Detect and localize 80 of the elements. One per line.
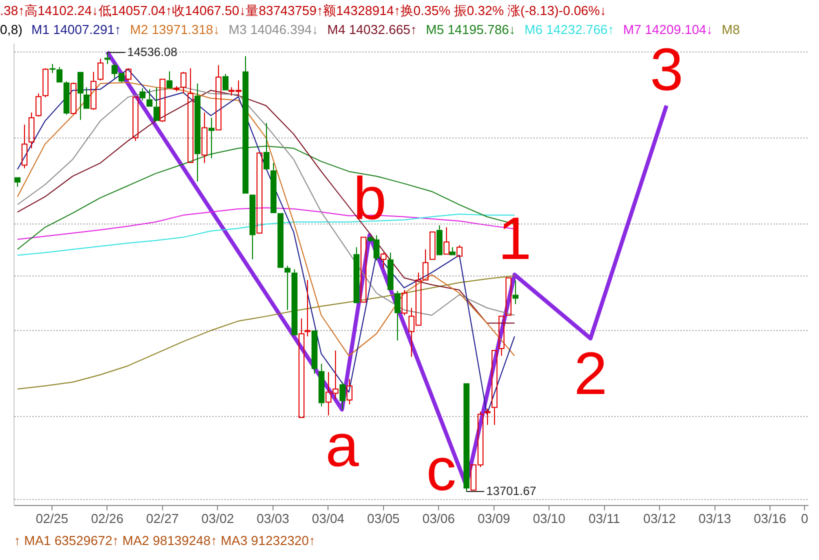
candlestick [270,162,276,214]
candlestick [50,64,56,74]
candlestick [242,56,248,194]
x-tick-label: 03/05 [367,510,400,526]
candlestick [154,86,160,121]
text: M6 14232.766↑ [524,22,614,37]
candlestick [194,83,200,182]
candlestick [512,280,518,305]
candlestick [436,224,442,256]
x-tick-label: 03/10 [532,510,566,526]
candlestick [312,330,318,374]
text: M2 13971.318↓ [130,22,220,37]
annotation: 1 [498,204,532,272]
text: M5 14195.786↓ [426,22,516,37]
annotation: a [325,412,359,479]
candlestick [104,51,110,65]
candlestick [166,70,172,88]
candlestick [180,71,186,94]
candlestick [202,112,208,164]
x-tick-label: 02/27 [146,510,179,526]
candlestick [146,88,152,107]
candlestick [380,252,386,268]
annotation: 2 [574,340,608,408]
candlestick [298,318,304,418]
candlestick [14,177,20,188]
x-tick-label: 03/12 [643,510,676,526]
candlestick [354,246,360,304]
text: M8 [722,22,740,37]
x-tick-label: 03/04 [312,510,344,526]
x-tick-label: 03/09 [478,510,510,526]
annotation: 13701.67 [486,484,536,498]
candlestick [56,66,62,82]
candlestick [284,265,290,310]
x-tick-label: 03/06 [422,510,455,526]
candlestick [140,88,146,101]
x-tick-label: 03/02 [201,510,234,526]
candlestick [484,408,490,426]
text: M1 14007.291↑ [31,22,122,37]
candlestick [188,68,194,164]
candlestick [464,383,470,492]
annotation: 3 [650,36,684,103]
candlestick [250,194,256,260]
candlestick [222,74,228,90]
text: M3 14046.394↓ [228,22,318,37]
candlestick [492,350,498,426]
candlestick [28,112,34,149]
text: .38↑高14102.24↓低14057.04↑收14067.50↓量83743759↑额14328914↑换0.35% 振0.32% 涨(-8.13)-0.06%↓ [0,2,606,20]
candlestick [90,71,96,110]
candlestick [340,382,346,410]
candlestick [346,378,352,405]
candlestick [292,268,298,336]
candlestick [84,86,90,109]
text: M4 14032.665↑ [327,22,417,37]
text: M7 14209.104↓ [623,22,713,37]
x-tick-label: 03/11 [588,510,620,526]
candlestick [304,279,310,337]
candlestick [208,117,214,159]
x-tick-label: 02/25 [36,510,68,526]
annotation: 14536.08 [127,44,178,59]
x-tick-label: 03/16 [754,510,786,526]
text: ↑ MA1 63529672↑ MA2 98139248↑ MA3 91232320↑ [14,533,316,548]
candlestick [22,124,28,169]
x-tick-label: 02/26 [90,510,124,526]
candlestick [78,72,84,120]
annotation: c [426,436,456,504]
x-tick-label: 03/13 [698,510,732,526]
candlestick [318,363,324,407]
candlestick [456,244,462,257]
candlestick [450,246,456,256]
candlestick [498,316,504,356]
x-tick-label: 0 [800,510,808,526]
x-tick-label: 03/03 [256,510,290,526]
candlestick [444,226,450,255]
text: 0,8) [0,22,22,37]
candlestick [216,64,222,130]
candlestick [388,252,394,290]
candlestick [264,122,270,170]
candlestick [394,290,400,342]
candlestick [64,80,70,116]
annotation: b [353,165,386,232]
